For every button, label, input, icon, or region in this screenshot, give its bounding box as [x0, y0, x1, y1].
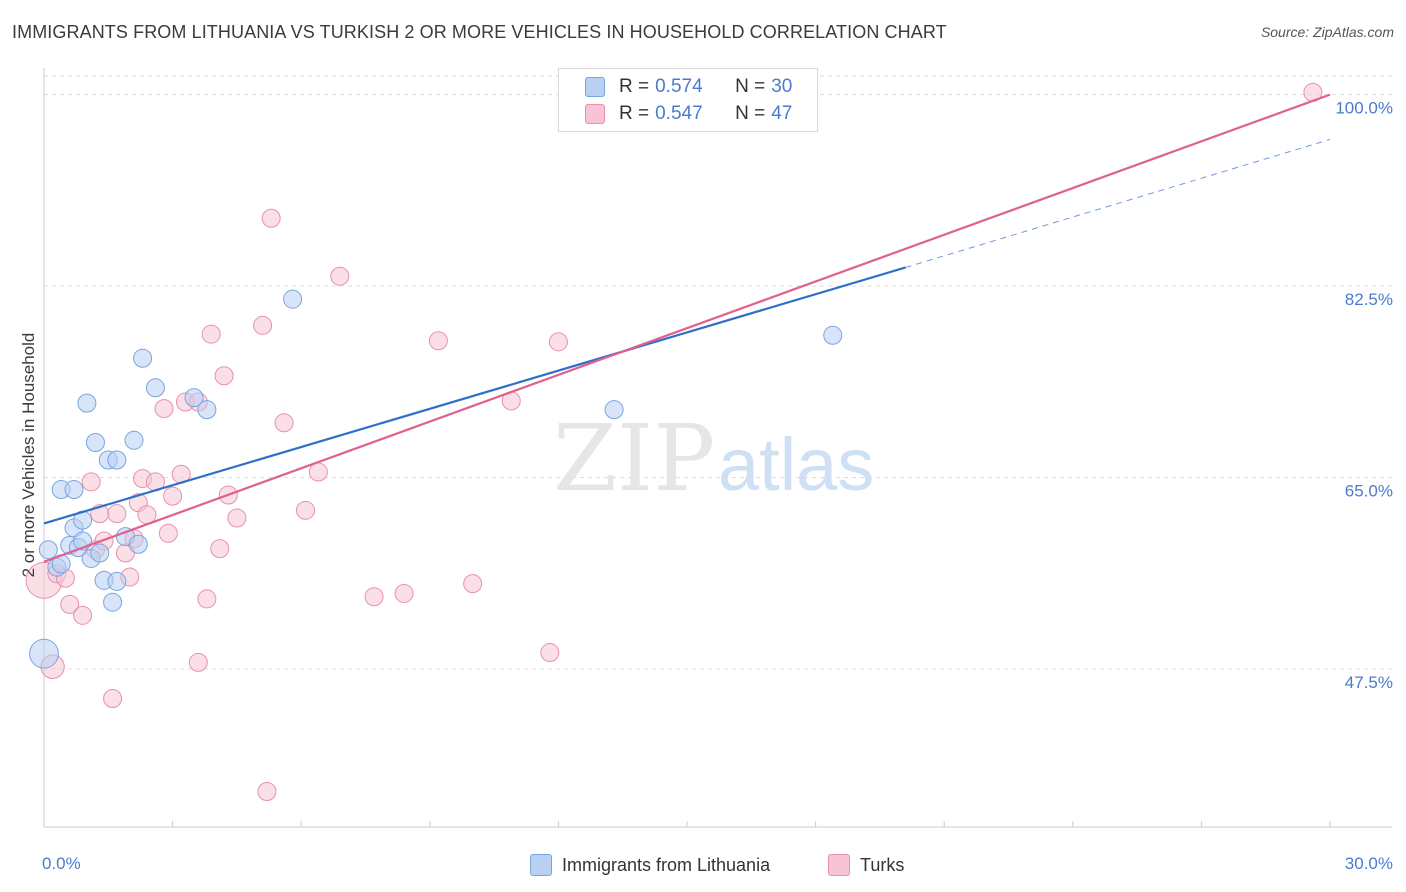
point-lithuania: [107, 571, 127, 591]
legend-r-label: R =: [619, 76, 650, 97]
point-turks: [154, 399, 174, 419]
point-turks: [60, 594, 80, 614]
point-turks: [73, 605, 93, 625]
y-tick-label: 100.0%: [1335, 99, 1393, 118]
bottom-legend-lithuania: Immigrants from Lithuania: [530, 853, 770, 877]
trend-lines: [43, 93, 1331, 563]
point-turks: [548, 332, 568, 352]
bottom-legend-turks: Turks: [828, 853, 904, 877]
point-turks: [428, 331, 448, 351]
legend-swatch-blue: [585, 77, 605, 97]
tick-labels: 47.5% 65.0% 82.5% 100.0% 0.0% 30.0%: [42, 99, 1393, 873]
point-lithuania: [64, 480, 84, 500]
point-turks: [107, 504, 127, 524]
point-turks: [274, 413, 294, 433]
point-lithuania: [184, 388, 204, 408]
point-turks: [197, 589, 217, 609]
point-lithuania: [85, 432, 105, 452]
legend-r-value: 0.547: [655, 103, 703, 124]
point-turks: [158, 523, 178, 543]
legend-n-value: 47: [771, 103, 793, 124]
watermark-zip: ZIP: [553, 405, 715, 512]
data-points: [25, 82, 1323, 801]
trend-line-lithuania-extension: [905, 138, 1331, 268]
point-turks: [81, 472, 101, 492]
y-tick-label: 65.0%: [1345, 482, 1393, 501]
point-lithuania: [133, 348, 153, 368]
point-turks: [463, 574, 483, 594]
bottom-legend-label: Immigrants from Lithuania: [562, 854, 771, 875]
y-tick-label: 82.5%: [1345, 290, 1393, 309]
point-lithuania: [145, 378, 165, 398]
chart-title: IMMIGRANTS FROM LITHUANIA VS TURKISH 2 O…: [12, 22, 947, 42]
bottom-legend-label: Turks: [860, 854, 905, 875]
point-lithuania: [197, 400, 217, 420]
point-lithuania: [90, 543, 110, 563]
point-turks: [261, 208, 281, 228]
point-lithuania: [823, 325, 843, 345]
point-turks: [214, 366, 234, 386]
point-turks: [188, 652, 208, 672]
watermark-atlas: atlas: [718, 423, 874, 506]
point-turks: [394, 583, 414, 603]
point-lithuania: [103, 592, 123, 612]
source-credit: Source: ZipAtlas.com: [1260, 24, 1394, 40]
legend-swatch-pink: [585, 104, 605, 124]
point-turks: [210, 539, 230, 559]
point-turks: [201, 324, 221, 344]
trend-line-lithuania: [43, 266, 906, 525]
point-turks: [253, 315, 273, 335]
legend-n-value: 30: [771, 76, 793, 97]
watermark: ZIP atlas: [553, 405, 874, 512]
legend-n-label: N =: [735, 76, 766, 97]
y-tick-label: 47.5%: [1345, 673, 1393, 692]
legend-r-label: R =: [619, 103, 650, 124]
legend: R = 0.574 N = 30 R = 0.547 N = 47: [558, 68, 818, 132]
x-tick-label: 30.0%: [1345, 854, 1393, 873]
point-lithuania: [29, 638, 59, 669]
point-lithuania: [124, 430, 144, 450]
legend-swatch-blue: [530, 854, 552, 876]
point-turks: [257, 781, 277, 801]
point-lithuania: [38, 540, 58, 560]
axes: [43, 68, 1392, 828]
y-axis-label: 2 or more Vehicles in Household: [19, 333, 38, 578]
point-turks: [330, 266, 350, 286]
legend-row-turks: R = 0.547 N = 47: [585, 102, 792, 126]
point-lithuania: [604, 400, 624, 420]
legend-row-lithuania: R = 0.574 N = 30: [585, 75, 792, 99]
point-lithuania: [77, 393, 97, 413]
point-turks: [540, 643, 560, 663]
point-lithuania: [107, 450, 127, 470]
point-lithuania: [283, 289, 303, 309]
legend-swatch-pink: [828, 854, 850, 876]
point-turks: [163, 486, 183, 506]
grid-lines: [44, 75, 1392, 670]
legend-r-value: 0.574: [655, 76, 703, 97]
x-tick-label: 0.0%: [42, 854, 81, 873]
point-turks: [308, 462, 328, 482]
point-turks: [364, 587, 384, 607]
point-turks: [103, 688, 123, 708]
trend-line-turks: [43, 93, 1331, 563]
legend-n-label: N =: [735, 103, 766, 124]
point-turks: [227, 508, 247, 528]
point-lithuania: [128, 534, 148, 554]
point-turks: [295, 500, 315, 520]
